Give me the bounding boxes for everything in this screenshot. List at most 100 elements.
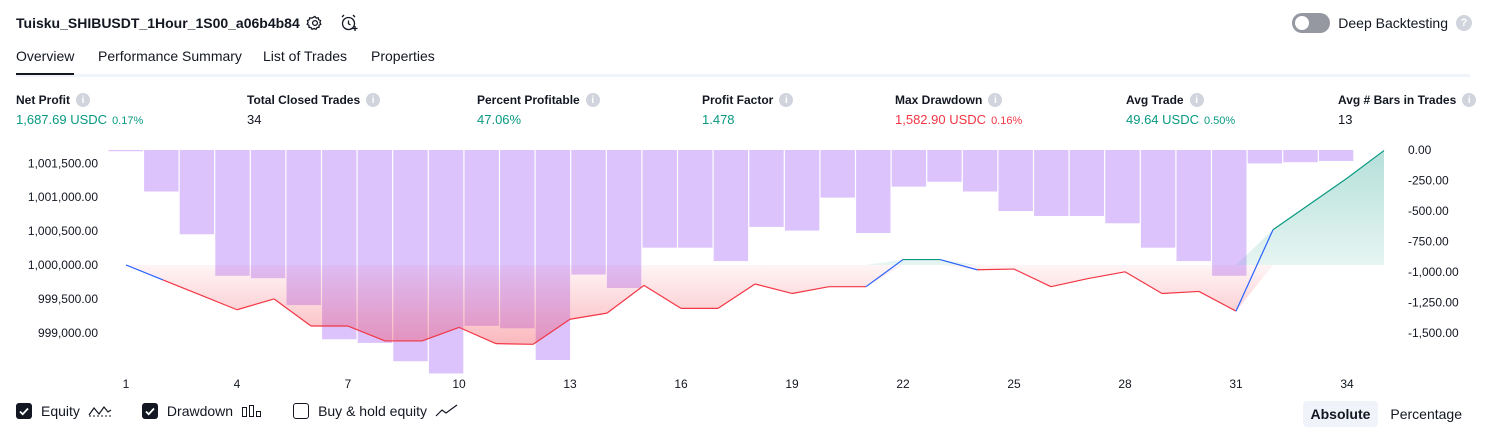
equity-line-segment: [532, 318, 571, 345]
metric-label: Profit Factor: [702, 93, 774, 107]
equity-loss-area: [126, 265, 1384, 345]
equity-line-segment: [754, 283, 793, 295]
equity-line-icon: [88, 406, 112, 417]
equity-line-segment: [606, 284, 645, 314]
right-axis-tick-label: -1,500.00: [1408, 326, 1459, 340]
drawdown-bar: [179, 150, 215, 235]
metric-label: Net Profit: [16, 93, 70, 107]
metric-value: 34: [247, 112, 262, 127]
metric-value: 47.06%: [477, 112, 522, 127]
equity-line-segment: [976, 268, 1015, 271]
metric-label: Avg Trade: [1126, 93, 1184, 107]
drawdown-bar: [428, 150, 464, 374]
deep-backtesting-label: Deep Backtesting: [1338, 15, 1448, 31]
drawdown-bar: [642, 150, 677, 248]
drawdown-bar: [856, 150, 891, 234]
info-icon[interactable]: i: [1462, 93, 1477, 107]
metric-percent: 0.17%: [112, 115, 144, 127]
x-axis-tick-label: 4: [234, 377, 241, 391]
right-axis-tick-label: -750.00: [1408, 235, 1449, 249]
x-axis-tick-label: 10: [452, 377, 466, 391]
drawdown-bar: [144, 150, 179, 192]
x-axis-tick-label: 1: [123, 377, 130, 391]
equity-line-segment: [1198, 290, 1237, 312]
drawdown-bar: [1034, 150, 1069, 216]
equity-checkbox[interactable]: [16, 403, 32, 419]
x-axis-tick-label: 28: [1118, 377, 1132, 391]
equity-line-segment: [199, 294, 238, 311]
add-alert-icon[interactable]: [339, 13, 359, 33]
deep-backtesting-control: Deep Backtesting ?: [1292, 13, 1472, 33]
drawdown-bar: [250, 150, 286, 279]
drawdown-bar: [820, 150, 855, 198]
x-axis-tick-label: 19: [785, 377, 799, 391]
metric-label: Max Drawdown: [895, 93, 983, 107]
tab-overview[interactable]: Overview: [16, 48, 75, 75]
drawdown-bar: [678, 150, 713, 248]
tab-list-of-trades[interactable]: List of Trades: [263, 48, 348, 64]
tab-performance-summary[interactable]: Performance Summary: [98, 48, 242, 64]
equity-line-segment: [1161, 290, 1200, 295]
info-icon[interactable]: i: [779, 93, 794, 107]
report-tabs: Overview Performance Summary List of Tra…: [16, 48, 1470, 77]
metric-percent: 0.50%: [1203, 115, 1236, 127]
equity-line-segment: [717, 283, 756, 309]
equity-line-segment: [1309, 177, 1348, 205]
drawdown-bar: [1176, 150, 1211, 262]
equity-chart[interactable]: 1,001,500.00 1,001,000.00 1,000,500.00 1,00…: [0, 140, 1486, 398]
info-icon[interactable]: i: [1189, 93, 1204, 107]
x-axis-tick-label: 16: [674, 377, 688, 391]
metric-value: 1,687.69 USDC: [16, 112, 108, 127]
settings-icon[interactable]: [305, 13, 325, 33]
x-axis-tick-label: 31: [1229, 377, 1243, 391]
deep-backtesting-toggle[interactable]: [1292, 13, 1331, 33]
absolute-button[interactable]: Absolute: [1302, 401, 1379, 427]
drawdown-bar: [215, 150, 250, 276]
info-icon[interactable]: i: [988, 93, 1003, 107]
equity-line-segment: [495, 343, 534, 345]
equity-line-segment: [1235, 229, 1274, 312]
equity-line-segment: [1013, 268, 1052, 288]
legend-equity[interactable]: Equity: [16, 403, 112, 419]
drawdown-bar: [108, 150, 143, 152]
equity-line-segment: [643, 284, 682, 309]
right-axis-tick-label: -1,250.00: [1408, 296, 1459, 310]
metric-avg-bars-in-trades: Avg # Bars in Trades i 13: [1338, 93, 1477, 127]
info-icon[interactable]: i: [585, 93, 600, 107]
left-axis-tick-label: 1,000,500.00: [28, 224, 98, 238]
buy-hold-checkbox[interactable]: [293, 403, 310, 419]
drawdown-checkbox[interactable]: [141, 403, 158, 419]
drawdown-bar: [1069, 150, 1105, 216]
percentage-button[interactable]: Percentage: [1390, 406, 1462, 422]
legend-drawdown[interactable]: Drawdown: [141, 403, 263, 419]
legend-buy-hold-equity[interactable]: Buy & hold equity: [293, 403, 459, 419]
toggle-knob: [1295, 16, 1310, 30]
x-axis-tick-label: 13: [563, 377, 577, 391]
left-axis-tick-label: 999,000.00: [38, 326, 98, 340]
drawdown-bar: [927, 150, 962, 182]
buy-hold-line-icon: [435, 404, 458, 417]
equity-line-segment: [125, 264, 164, 281]
right-axis-tick-label: -500.00: [1408, 204, 1449, 218]
drawdown-bar: [749, 150, 784, 227]
info-icon[interactable]: i: [76, 93, 90, 107]
drawdown-bar: [784, 150, 820, 231]
help-icon[interactable]: ?: [1456, 15, 1472, 31]
tab-properties[interactable]: Properties: [371, 48, 435, 64]
metric-value: 13: [1338, 112, 1353, 127]
equity-line-segment: [939, 258, 978, 271]
drawdown-bars-icon: [242, 405, 262, 417]
metric-percent-profitable: Percent Profitable i 47.06%: [477, 93, 600, 127]
equity-line-segment: [1346, 150, 1385, 179]
metric-net-profit: Net Profit i 1,687.69 USDC 0.17%: [16, 93, 143, 127]
metric-label: Total Closed Trades: [247, 93, 361, 107]
info-icon[interactable]: i: [366, 93, 381, 107]
equity-line-segment: [1050, 277, 1089, 288]
x-axis-tick-label: 34: [1340, 377, 1354, 391]
metric-max-drawdown: Max Drawdown i 1,582.90 USDC 0.16%: [895, 93, 1022, 127]
metric-label: Percent Profitable: [477, 93, 580, 107]
right-axis-tick-label: -1,000.00: [1408, 265, 1459, 279]
drawdown-bar: [1212, 150, 1247, 276]
equity-label: Equity: [41, 403, 80, 419]
equity-line-segment: [236, 298, 275, 311]
